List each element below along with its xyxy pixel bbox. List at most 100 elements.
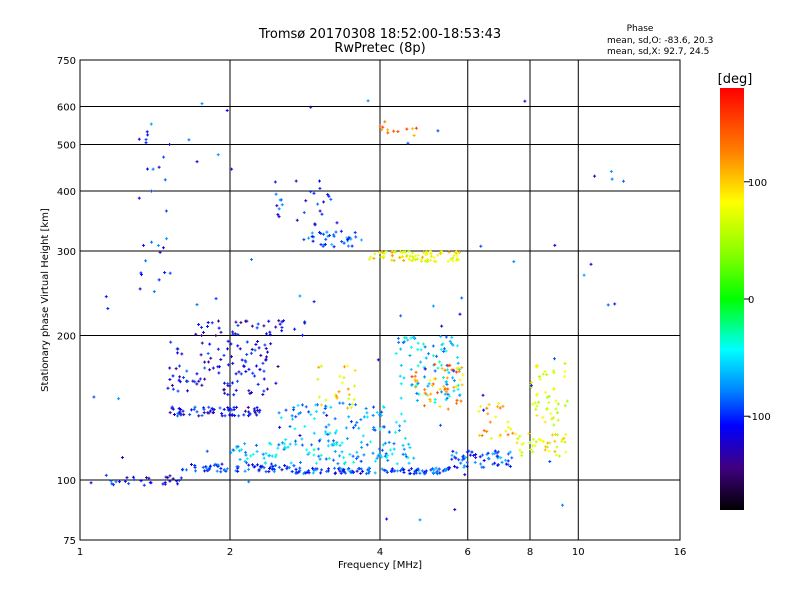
x-tick-label: 2 bbox=[227, 547, 233, 558]
echo-point bbox=[225, 347, 229, 351]
echo-point bbox=[243, 409, 247, 413]
plot-frame bbox=[79, 59, 681, 541]
echo-point bbox=[520, 442, 524, 446]
echo-point bbox=[491, 462, 495, 466]
echo-point bbox=[456, 344, 460, 348]
echo-point bbox=[316, 202, 320, 206]
echo-point bbox=[217, 326, 221, 330]
echo-point bbox=[380, 467, 384, 471]
echo-point bbox=[392, 129, 396, 133]
echo-point bbox=[312, 448, 316, 452]
echo-point bbox=[250, 463, 254, 467]
echo-point bbox=[227, 413, 231, 417]
echo-point bbox=[325, 413, 329, 417]
echo-point bbox=[352, 460, 356, 464]
echo-point bbox=[326, 234, 330, 238]
echo-point bbox=[255, 406, 259, 410]
echo-point bbox=[422, 404, 426, 408]
echo-point bbox=[256, 340, 260, 344]
echo-point bbox=[426, 393, 430, 397]
echo-point bbox=[261, 361, 265, 365]
echo-point bbox=[399, 347, 403, 351]
echo-point bbox=[318, 209, 322, 213]
echo-point bbox=[338, 469, 342, 473]
echo-point bbox=[431, 344, 435, 348]
y-tick-label: 200 bbox=[57, 332, 76, 343]
echo-point bbox=[219, 470, 223, 474]
echo-point bbox=[405, 253, 409, 257]
echo-point bbox=[394, 352, 398, 356]
echo-point bbox=[312, 191, 316, 195]
echo-point bbox=[346, 387, 350, 391]
echo-point bbox=[346, 364, 350, 368]
echo-point bbox=[552, 387, 556, 391]
echo-point bbox=[498, 435, 502, 439]
echo-point bbox=[367, 466, 371, 470]
echo-point bbox=[292, 405, 296, 409]
echo-point bbox=[340, 381, 344, 385]
echo-point bbox=[257, 346, 261, 350]
echo-point bbox=[268, 467, 272, 471]
echo-point bbox=[535, 394, 539, 398]
echo-point bbox=[310, 235, 314, 239]
echo-point bbox=[268, 330, 272, 334]
echo-point bbox=[171, 374, 175, 378]
echo-point bbox=[237, 414, 241, 418]
echo-point bbox=[414, 385, 418, 389]
echo-point bbox=[534, 407, 538, 411]
echo-point bbox=[303, 321, 307, 325]
echo-point bbox=[195, 372, 199, 376]
echo-point bbox=[273, 455, 277, 459]
echo-point bbox=[338, 401, 342, 405]
echo-point bbox=[429, 468, 433, 472]
echo-point bbox=[563, 362, 567, 366]
echo-point bbox=[304, 199, 308, 203]
echo-point bbox=[193, 469, 197, 473]
echo-point bbox=[461, 455, 465, 459]
echo-point bbox=[402, 376, 406, 380]
echo-point bbox=[510, 456, 514, 460]
echo-point bbox=[535, 365, 539, 369]
echo-point bbox=[250, 347, 254, 351]
echo-point bbox=[247, 389, 251, 393]
echo-point bbox=[289, 461, 293, 465]
echo-point bbox=[406, 141, 410, 145]
echo-point bbox=[432, 255, 436, 259]
echo-point bbox=[194, 332, 198, 336]
echo-point bbox=[500, 460, 504, 464]
echo-point bbox=[518, 434, 522, 438]
echo-point bbox=[208, 368, 212, 372]
echo-point bbox=[262, 466, 266, 470]
echo-point bbox=[337, 390, 341, 394]
echo-point bbox=[401, 443, 405, 447]
echo-point bbox=[394, 250, 398, 254]
echo-point bbox=[354, 457, 358, 461]
echo-point bbox=[280, 320, 284, 324]
echo-point bbox=[498, 406, 502, 410]
echo-point bbox=[376, 454, 380, 458]
echo-point bbox=[202, 407, 206, 411]
echo-point bbox=[440, 251, 444, 255]
echo-point bbox=[442, 349, 446, 353]
echo-point bbox=[523, 99, 527, 103]
echo-point bbox=[546, 407, 550, 411]
echo-point bbox=[171, 387, 175, 391]
echo-point bbox=[563, 370, 567, 374]
echo-point bbox=[280, 441, 284, 445]
echo-point bbox=[402, 471, 406, 475]
echo-point bbox=[560, 440, 564, 444]
echo-point bbox=[381, 425, 385, 429]
echo-point bbox=[234, 469, 238, 473]
echo-point bbox=[479, 244, 483, 248]
echo-point bbox=[326, 439, 330, 443]
echo-point bbox=[139, 271, 143, 275]
echo-point bbox=[192, 407, 196, 411]
echo-point bbox=[453, 508, 457, 512]
echo-point bbox=[300, 437, 304, 441]
echo-point bbox=[445, 382, 449, 386]
echo-point bbox=[120, 456, 124, 460]
echo-point bbox=[392, 442, 396, 446]
echo-point bbox=[264, 357, 268, 361]
echo-point bbox=[193, 405, 197, 409]
